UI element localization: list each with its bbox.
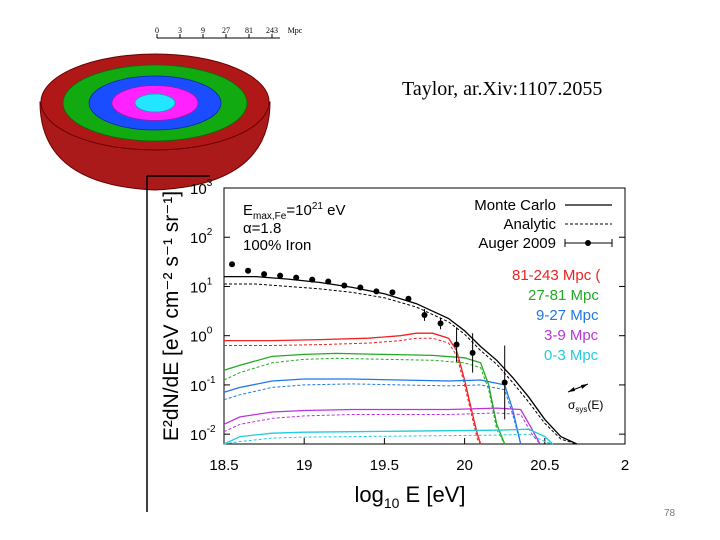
shell-0-3 (134, 93, 176, 113)
series-montecarlo-81-243-mpc (224, 332, 482, 445)
y-tick-label: 101 (190, 276, 213, 296)
scale-unit: Mpc (288, 26, 303, 35)
legend-styles: Monte Carlo Analytic Auger 2009 (474, 197, 613, 252)
series-montecarlo-27-81-mpc (223, 352, 506, 445)
plot-frame (223, 187, 626, 445)
y-tick-label: 10-1 (190, 375, 216, 395)
page-number: 78 (664, 508, 676, 519)
shell-illustration (39, 53, 271, 191)
auger-point (421, 312, 428, 319)
y-ticks: 103 102 101 100 10-1 10-2 (190, 178, 625, 444)
auger-point (469, 349, 476, 356)
x-tick-label: 20 (456, 457, 473, 474)
scale-label: 27 (222, 26, 230, 35)
sigma-arrowhead-left-icon (568, 387, 575, 392)
y-tick-label: 103 (190, 178, 213, 198)
auger-point (293, 274, 300, 281)
legend-label-auger: Auger 2009 (478, 235, 556, 252)
x-ticks: 18.5 19 19.5 20 20.5 2 (209, 438, 629, 474)
scale-label: 81 (245, 26, 253, 35)
scale-label: 9 (201, 26, 205, 35)
auger-point (309, 276, 316, 283)
x-tick-label: 20.5 (530, 457, 559, 474)
total-lines (224, 275, 578, 445)
x-tick-label: 18.5 (209, 457, 238, 474)
auger-point (437, 320, 444, 327)
auger-point (373, 288, 380, 295)
sigma-arrowhead-right-icon (581, 384, 588, 389)
legend-81-243: 81-243 Mpc ( (512, 267, 600, 284)
scale-label: 243 (266, 26, 278, 35)
auger-point (341, 282, 348, 289)
x-tick-label: 19 (296, 457, 313, 474)
series-analytic-0-3-mpc (223, 433, 553, 445)
scale-label: 3 (178, 26, 182, 35)
auger-point (277, 272, 284, 279)
param-emax: Emax,Fe=1021 eV (243, 201, 345, 222)
shell-scale-bar: 0 3 9 27 81 243 Mpc (155, 26, 303, 39)
x-tick-label: 2 (621, 457, 629, 474)
series-montecarlo-9-27-mpc (223, 378, 522, 445)
legend-label-analytic: Analytic (503, 216, 556, 233)
y-tick-label: 102 (190, 227, 213, 247)
series-analytic-3-9-mpc (223, 412, 541, 445)
auger-point (357, 284, 364, 291)
series-lines (223, 332, 554, 445)
legend-distances: 81-243 Mpc ( 27-81 Mpc 9-27 Mpc 3-9 Mpc … (512, 267, 600, 364)
legend-0-3: 0-3 Mpc (544, 347, 599, 364)
legend-swatch-point (585, 240, 591, 246)
x-axis-label: log10 E [eV] (355, 482, 466, 511)
y-tick-label: 10-2 (190, 424, 216, 444)
series-montecarlo-3-9-mpc (223, 407, 541, 445)
series-analytic-81-243-mpc (224, 337, 482, 445)
legend-9-27: 9-27 Mpc (536, 307, 599, 324)
y-axis-label: E²dN/dE [eV cm⁻² s⁻¹ sr⁻¹] (160, 191, 183, 441)
total-montecarlo-line (224, 275, 578, 445)
legend-3-9: 3-9 Mpc (544, 327, 599, 344)
auger-point (261, 271, 268, 278)
auger-points (229, 261, 508, 420)
auger-point (405, 295, 412, 302)
series-montecarlo-0-3-mpc (223, 428, 554, 445)
param-alpha: α=1.8 (243, 220, 281, 237)
auger-point (245, 267, 252, 274)
legend-label-monte-carlo: Monte Carlo (474, 197, 556, 214)
series-analytic-27-81-mpc (223, 357, 506, 445)
chart-panel: 103 102 101 100 10-1 10-2 18.5 19 19.5 20 20.5 2 E… (146, 175, 629, 512)
auger-point (229, 261, 236, 268)
auger-point (389, 289, 396, 296)
auger-point (325, 278, 332, 285)
auger-point (453, 341, 460, 348)
scale-label: 0 (155, 26, 159, 35)
series-analytic-9-27-mpc (223, 383, 522, 445)
y-tick-label: 100 (190, 326, 213, 346)
citation-credit: Taylor, ar.Xiv:1107.2055 (402, 78, 603, 100)
auger-point (501, 379, 508, 386)
param-composition: 100% Iron (243, 237, 311, 254)
sigma-label: σsys(E) (568, 398, 603, 414)
sigma-annotation: σsys(E) (567, 383, 603, 414)
legend-27-81: 27-81 Mpc (528, 287, 599, 304)
x-tick-label: 19.5 (370, 457, 399, 474)
